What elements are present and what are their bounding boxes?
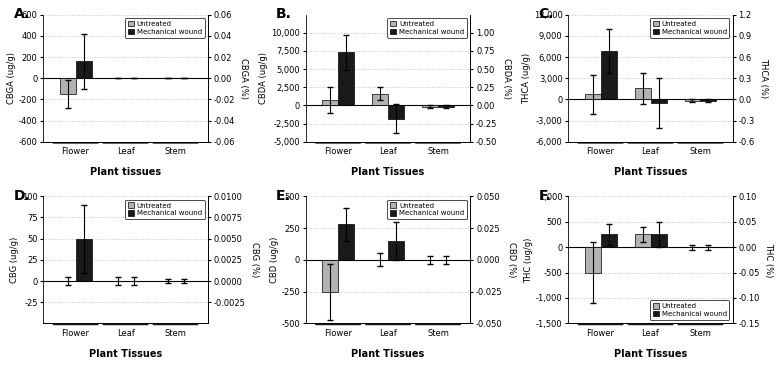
Bar: [700, 100, 717, 101]
Bar: [388, 241, 404, 260]
Bar: [76, 239, 91, 281]
Y-axis label: CBGA (ug/g): CBGA (ug/g): [7, 52, 16, 104]
Bar: [338, 224, 354, 260]
Y-axis label: CBD (%): CBD (%): [507, 242, 516, 277]
X-axis label: Plant Tissues: Plant Tissues: [89, 349, 162, 359]
Y-axis label: CBG (ug/g): CBG (ug/g): [10, 237, 19, 283]
Bar: [685, 100, 700, 101]
Legend: Untreated, Mechanical wound: Untreated, Mechanical wound: [388, 200, 467, 219]
Text: C.: C.: [538, 7, 554, 21]
Bar: [422, 105, 438, 107]
Bar: [338, 52, 354, 105]
Text: F.: F.: [538, 188, 551, 203]
Y-axis label: CBDA (ug/g): CBDA (ug/g): [260, 52, 268, 104]
Legend: Untreated, Mechanical wound: Untreated, Mechanical wound: [650, 300, 729, 320]
Text: A.: A.: [13, 7, 30, 21]
Bar: [584, 247, 601, 273]
Bar: [438, 105, 454, 107]
Y-axis label: CBGA (%): CBGA (%): [239, 58, 248, 99]
Legend: Untreated, Mechanical wound: Untreated, Mechanical wound: [125, 200, 204, 219]
Bar: [372, 94, 388, 105]
Text: E.: E.: [276, 188, 291, 203]
X-axis label: Plant Tissues: Plant Tissues: [614, 349, 687, 359]
Y-axis label: THCA (%): THCA (%): [759, 58, 768, 98]
Y-axis label: THC (ug/g): THC (ug/g): [524, 237, 534, 283]
Bar: [59, 78, 76, 94]
Text: D.: D.: [13, 188, 30, 203]
Y-axis label: CBDA (%): CBDA (%): [502, 58, 511, 99]
Y-axis label: CBD (ug/g): CBD (ug/g): [270, 237, 278, 283]
Y-axis label: CBG (%): CBG (%): [250, 242, 259, 277]
Bar: [635, 234, 651, 247]
Bar: [601, 51, 616, 100]
X-axis label: Plant tissues: Plant tissues: [90, 167, 161, 178]
Bar: [584, 94, 601, 100]
Legend: Untreated, Mechanical wound: Untreated, Mechanical wound: [388, 18, 467, 38]
Legend: Untreated, Mechanical wound: Untreated, Mechanical wound: [125, 18, 204, 38]
Bar: [322, 260, 338, 292]
X-axis label: Plant Tissues: Plant Tissues: [352, 167, 424, 178]
Legend: Untreated, Mechanical wound: Untreated, Mechanical wound: [650, 18, 729, 38]
Bar: [651, 234, 667, 247]
Y-axis label: THCA (ug/g): THCA (ug/g): [522, 53, 531, 104]
X-axis label: Plant Tissues: Plant Tissues: [614, 167, 687, 178]
Bar: [635, 88, 651, 100]
Bar: [322, 100, 338, 105]
Bar: [76, 61, 91, 78]
Bar: [651, 100, 667, 103]
Text: B.: B.: [276, 7, 292, 21]
Bar: [388, 105, 404, 119]
Bar: [601, 234, 616, 247]
X-axis label: Plant Tissues: Plant Tissues: [352, 349, 424, 359]
Y-axis label: THC (%): THC (%): [764, 243, 773, 277]
